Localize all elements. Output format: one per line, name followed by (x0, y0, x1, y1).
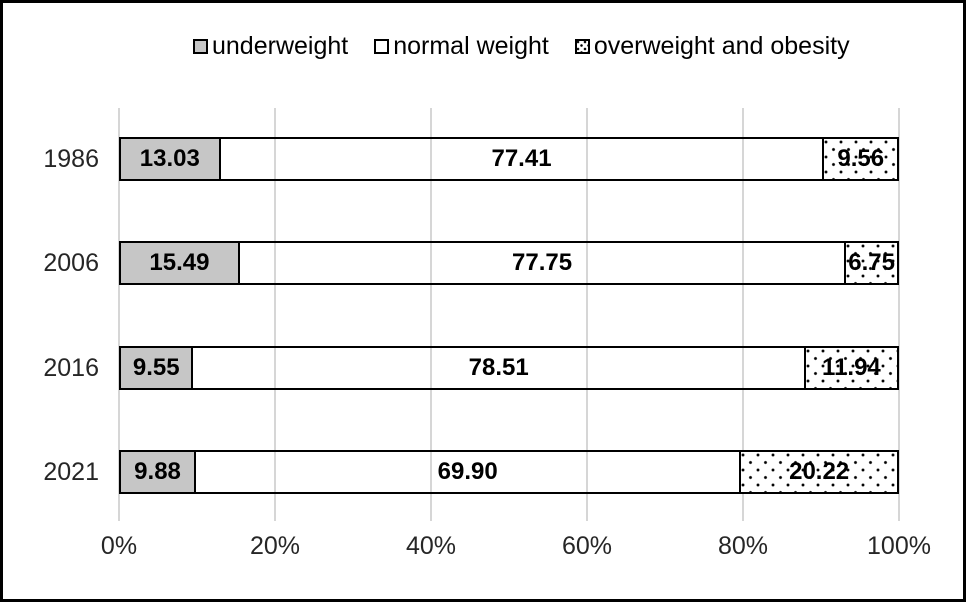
bar-value-label: 77.41 (491, 145, 552, 172)
bar-segment-overweight-and-obesity: 9.56 (822, 137, 899, 181)
x-axis-tick-label: 0% (100, 532, 138, 560)
legend-label: overweight and obesity (593, 32, 850, 60)
gridline (586, 108, 588, 521)
gridline (898, 108, 900, 521)
x-axis-tick-label: 40% (405, 532, 457, 560)
bar-value-label: 77.75 (512, 249, 573, 276)
y-axis-category-label: 2016 (43, 354, 99, 382)
bar-segment-overweight-and-obesity: 11.94 (803, 346, 899, 390)
bar-segment-normal-weight: 77.41 (218, 137, 825, 181)
gridline (742, 108, 744, 521)
bar-value-label: 9.56 (837, 145, 885, 172)
y-axis-category-label: 1986 (43, 145, 99, 173)
bar-value-label: 11.94 (822, 354, 881, 381)
bar-segment-overweight-and-obesity: 6.75 (844, 241, 899, 285)
gridline (274, 108, 276, 521)
bar-segment-underweight: 13.03 (119, 137, 221, 181)
bar-value-label: 6.75 (848, 249, 895, 276)
bar-value-label: 9.55 (132, 354, 180, 381)
legend-swatch-overweight-and-obesity-icon (574, 39, 590, 54)
bar-value-label: 20.22 (789, 458, 850, 485)
legend-label: normal weight (393, 32, 549, 60)
legend-item-normal-weight: normal weight (374, 34, 549, 59)
plot-area: 0% 20% 40% 60% 80% 100% 1986 13.03 77.41 9.56 2006… (3, 3, 963, 599)
legend-label: underweight (212, 32, 349, 60)
bar-segment-normal-weight: 78.51 (191, 346, 806, 390)
y-axis-category-label: 2021 (43, 458, 99, 486)
legend-swatch-underweight-icon (193, 39, 208, 54)
bar-value-label: 9.88 (134, 458, 181, 485)
bar-segment-underweight: 9.88 (119, 450, 197, 494)
bar-value-label: 15.49 (149, 249, 210, 276)
bar-segment-underweight: 9.55 (119, 346, 194, 390)
legend-item-underweight: underweight (193, 34, 348, 59)
y-axis-category-label: 2006 (43, 249, 99, 277)
gridline (430, 108, 432, 521)
bar-segment-overweight-and-obesity: 20.22 (739, 450, 899, 494)
bar-segment-normal-weight: 77.75 (237, 241, 847, 285)
chart-legend: underweight normal weight overweight and o… (193, 34, 850, 59)
bar-segment-underweight: 15.49 (119, 241, 240, 285)
bar-value-label: 69.90 (437, 458, 498, 485)
gridline (118, 108, 120, 521)
bar-segment-normal-weight: 69.90 (194, 450, 742, 494)
bar-value-label: 13.03 (139, 145, 200, 172)
legend-swatch-normal-weight-icon (374, 39, 390, 54)
bar-value-label: 78.51 (468, 354, 529, 381)
legend-item-overweight-and-obesity: overweight and obesity (574, 32, 850, 60)
x-axis-tick-label: 80% (717, 532, 769, 560)
x-axis-tick-label: 100% (867, 532, 931, 560)
x-axis-tick-label: 60% (561, 532, 613, 560)
x-axis-tick-label: 20% (249, 532, 301, 560)
